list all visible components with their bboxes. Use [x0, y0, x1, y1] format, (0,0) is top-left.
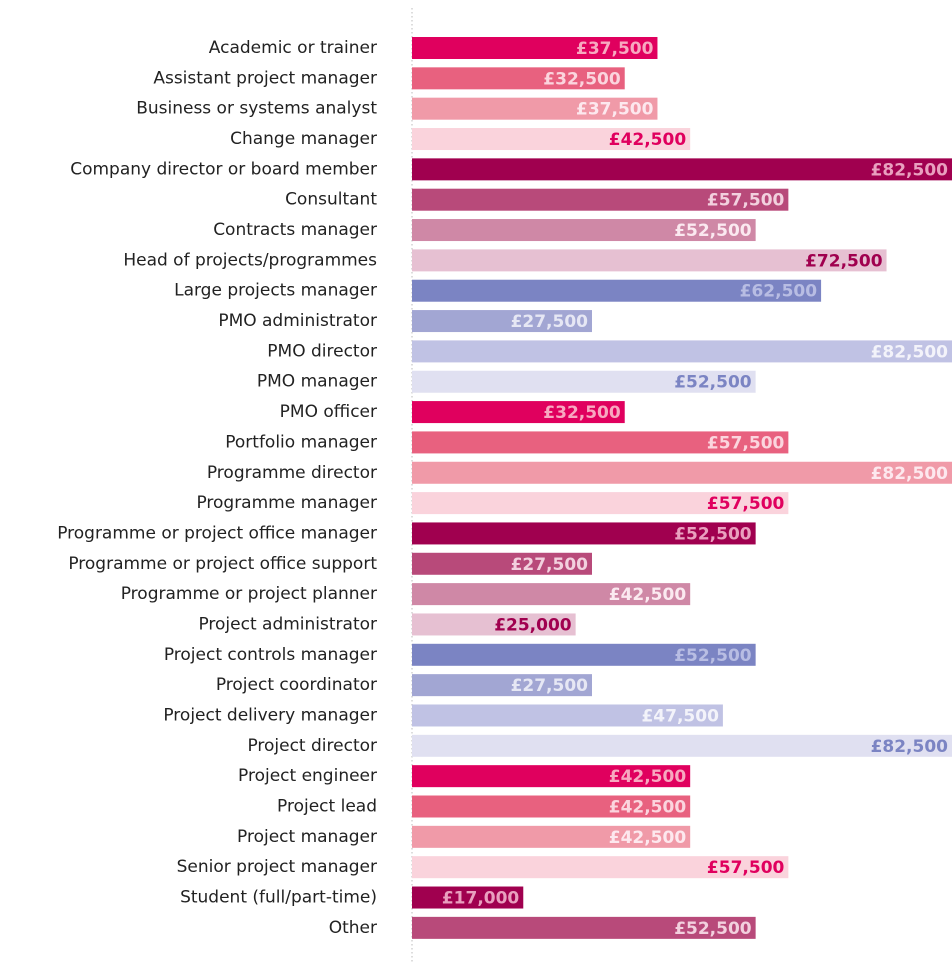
- category-label: Project coordinator: [216, 675, 377, 695]
- value-label: £57,500: [707, 433, 785, 453]
- category-label: Large projects manager: [174, 281, 377, 301]
- category-label: PMO officer: [280, 402, 377, 422]
- value-label: £17,000: [442, 889, 520, 909]
- category-label: PMO administrator: [218, 311, 377, 331]
- value-label: £32,500: [543, 403, 621, 423]
- category-label: Programme manager: [196, 493, 377, 513]
- bar: [412, 704, 723, 727]
- category-label: Programme or project office manager: [57, 523, 377, 543]
- bar: [412, 431, 789, 454]
- value-label: £42,500: [609, 828, 687, 848]
- category-label: Business or systems analyst: [136, 99, 377, 119]
- value-label: £42,500: [609, 767, 687, 787]
- bar: [412, 795, 691, 818]
- category-label: Project lead: [277, 797, 377, 817]
- category-label: Portfolio manager: [225, 432, 377, 452]
- value-label: £27,500: [511, 312, 589, 332]
- value-label: £42,500: [609, 130, 687, 150]
- bar: [412, 310, 592, 333]
- category-label: Company director or board member: [70, 159, 377, 179]
- value-label: £82,500: [871, 464, 949, 484]
- bar: [412, 552, 592, 575]
- value-label: £57,500: [707, 858, 785, 878]
- value-label: £47,500: [641, 706, 719, 726]
- value-label: £25,000: [494, 615, 572, 635]
- value-label: £82,500: [871, 160, 949, 180]
- bar: [412, 522, 756, 545]
- category-label: Change manager: [230, 129, 377, 149]
- value-label: £52,500: [674, 524, 752, 544]
- bar: [412, 279, 822, 302]
- category-label: Other: [329, 918, 377, 938]
- bar: [412, 674, 592, 697]
- bar: [412, 886, 524, 909]
- category-label: Academic or trainer: [209, 38, 377, 58]
- value-label: £82,500: [871, 342, 949, 362]
- category-label: Programme or project planner: [121, 584, 377, 604]
- category-label: Contracts manager: [213, 220, 377, 240]
- bar: [412, 492, 789, 515]
- category-label: Head of projects/programmes: [123, 250, 377, 270]
- bar: [412, 249, 887, 272]
- value-label: £52,500: [674, 646, 752, 666]
- category-label: PMO director: [267, 341, 377, 361]
- bar: [412, 188, 789, 211]
- category-label: Consultant: [285, 190, 377, 210]
- category-label: Project administrator: [198, 614, 377, 634]
- bar: [412, 97, 658, 120]
- bar: [412, 461, 952, 484]
- value-label: £32,500: [543, 69, 621, 89]
- category-label: Senior project manager: [177, 857, 377, 877]
- bar: [412, 765, 691, 788]
- value-label: £27,500: [511, 555, 589, 575]
- bar: [412, 128, 691, 151]
- bar: [412, 37, 658, 59]
- value-label: £52,500: [674, 221, 752, 241]
- category-label: PMO manager: [257, 372, 377, 392]
- value-label: £52,500: [674, 919, 752, 939]
- bar: [412, 856, 789, 879]
- category-label: Assistant project manager: [153, 68, 377, 88]
- category-label: Project delivery manager: [163, 705, 377, 725]
- category-label: Student (full/part-time): [180, 888, 377, 908]
- bar: [412, 67, 625, 90]
- category-label: Project controls manager: [164, 645, 377, 665]
- bar: [412, 158, 952, 181]
- value-label: £62,500: [740, 282, 818, 302]
- value-label: £52,500: [674, 373, 752, 393]
- bar: [412, 340, 952, 363]
- category-label: Project director: [247, 736, 377, 756]
- category-label: Programme director: [207, 463, 377, 483]
- bar: [412, 734, 952, 757]
- value-label: £57,500: [707, 191, 785, 211]
- value-label: £37,500: [576, 39, 654, 59]
- bar: [412, 613, 576, 636]
- value-label: £57,500: [707, 494, 785, 514]
- value-label: £82,500: [871, 737, 949, 757]
- bar: [412, 643, 756, 666]
- bar: [412, 219, 756, 242]
- category-label: Project manager: [237, 827, 377, 847]
- bar: [412, 401, 625, 424]
- category-label: Programme or project office support: [68, 554, 377, 574]
- value-label: £37,500: [576, 100, 654, 120]
- value-label: £72,500: [805, 251, 883, 271]
- bar: [412, 916, 756, 939]
- value-label: £42,500: [609, 585, 687, 605]
- bar: [412, 825, 691, 848]
- category-label: Project engineer: [238, 766, 377, 786]
- bar: [412, 370, 756, 393]
- bar: [412, 583, 691, 606]
- value-label: £42,500: [609, 798, 687, 818]
- value-label: £27,500: [511, 676, 589, 696]
